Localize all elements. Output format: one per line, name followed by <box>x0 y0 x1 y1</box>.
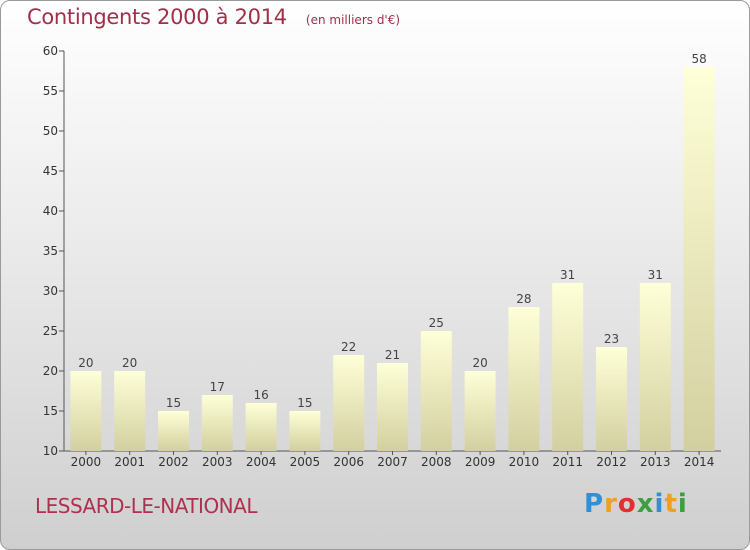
logo-letter: r <box>604 489 618 519</box>
bar-value-label: 25 <box>429 316 444 330</box>
bar-value-label: 31 <box>648 268 663 282</box>
bar-value-label: 16 <box>253 388 268 402</box>
y-tick-label: 60 <box>43 44 58 58</box>
x-tick-label: 2011 <box>552 455 583 469</box>
x-tick-label: 2002 <box>158 455 189 469</box>
y-tick-label: 15 <box>43 404 58 418</box>
bar <box>333 355 365 451</box>
bar-value-label: 22 <box>341 340 356 354</box>
logo-letter: P <box>584 489 605 519</box>
x-tick-label: 2007 <box>377 455 408 469</box>
y-tick-label: 45 <box>43 164 58 178</box>
bar-value-label: 31 <box>560 268 575 282</box>
x-tick-label: 2000 <box>71 455 102 469</box>
city-name: LESSARD-LE-NATIONAL <box>35 494 257 518</box>
bar-value-label: 17 <box>210 380 225 394</box>
y-tick-label: 50 <box>43 124 58 138</box>
bar <box>639 283 671 451</box>
bar <box>377 363 408 451</box>
bar <box>596 347 627 451</box>
bar <box>289 411 321 451</box>
bar-value-label: 28 <box>516 292 531 306</box>
x-tick-label: 2003 <box>202 455 233 469</box>
x-tick-label: 2005 <box>290 455 321 469</box>
chart-subtitle: (en milliers d'€) <box>305 13 401 27</box>
bar <box>245 403 277 451</box>
bar-value-label: 58 <box>691 52 706 66</box>
x-tick-label: 2014 <box>684 455 715 469</box>
x-tick-label: 2010 <box>509 455 540 469</box>
x-tick-label: 2009 <box>465 455 496 469</box>
bar-value-label: 20 <box>122 356 137 370</box>
bar <box>464 371 496 451</box>
bar-value-label: 15 <box>297 396 312 410</box>
bar <box>114 371 146 451</box>
bar-value-label: 23 <box>604 332 619 346</box>
bar <box>508 307 540 451</box>
x-tick-label: 2001 <box>114 455 145 469</box>
proxiti-logo: Proxiti <box>584 489 688 519</box>
logo-letter: i <box>677 489 688 519</box>
bar <box>158 411 189 451</box>
bar-value-label: 21 <box>385 348 400 362</box>
bar-value-label: 20 <box>472 356 487 370</box>
bar <box>201 395 233 451</box>
x-tick-label: 2008 <box>421 455 452 469</box>
logo-letter: t <box>664 489 678 519</box>
y-tick-label: 55 <box>43 84 58 98</box>
y-tick-label: 10 <box>43 444 58 458</box>
chart-title: Contingents 2000 à 2014 <box>27 5 287 29</box>
x-tick-label: 2004 <box>246 455 277 469</box>
bar-value-label: 20 <box>78 356 93 370</box>
bar <box>420 331 452 451</box>
logo-letter: o <box>617 489 637 519</box>
logo-letter: i <box>654 489 665 519</box>
bar <box>683 67 715 451</box>
bar-value-label: 15 <box>166 396 181 410</box>
y-tick-label: 35 <box>43 244 58 258</box>
x-tick-label: 2012 <box>596 455 627 469</box>
bar <box>552 283 584 451</box>
x-tick-label: 2013 <box>640 455 671 469</box>
y-tick-label: 40 <box>43 204 58 218</box>
chart-header: Contingents 2000 à 2014 (en milliers d'€… <box>27 5 400 29</box>
y-tick-label: 20 <box>43 364 58 378</box>
logo-letter: x <box>636 489 655 519</box>
x-tick-label: 2006 <box>333 455 364 469</box>
y-tick-label: 25 <box>43 324 58 338</box>
bar <box>70 371 102 451</box>
y-tick-label: 30 <box>43 284 58 298</box>
